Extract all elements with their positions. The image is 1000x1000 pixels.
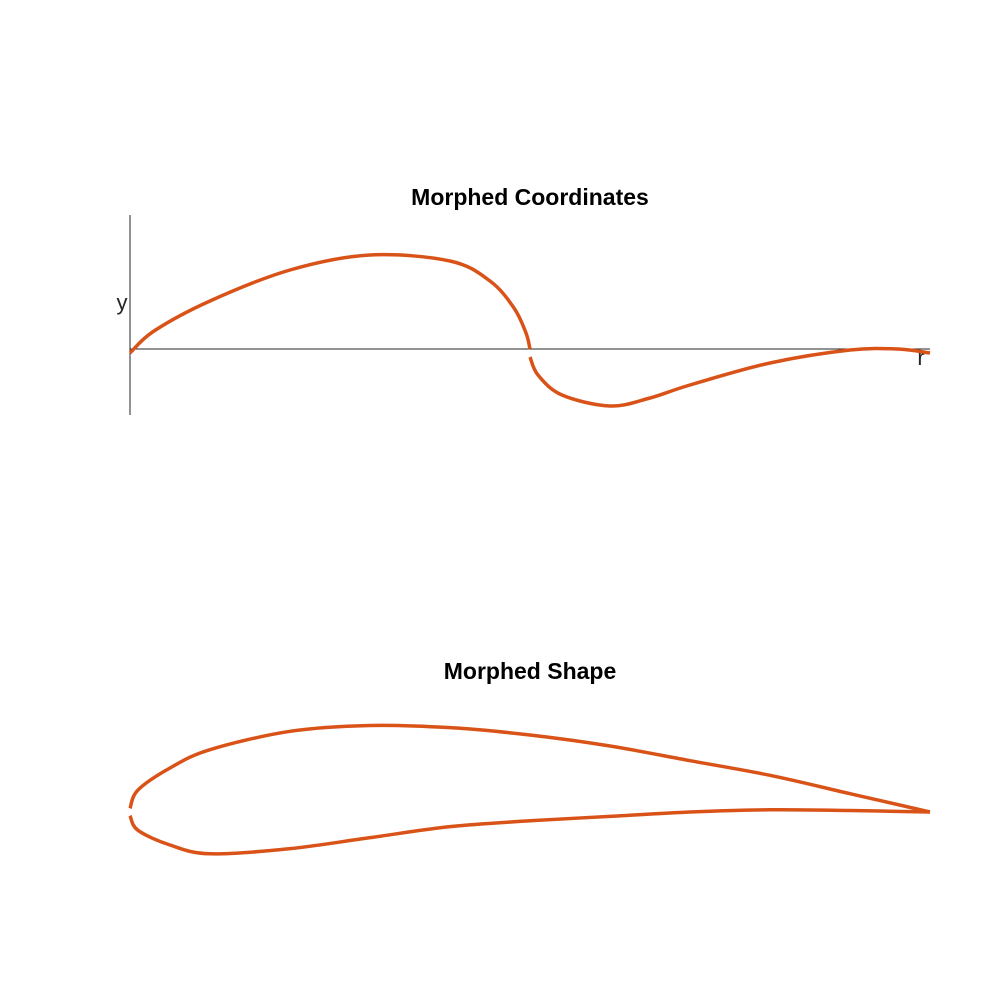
x-axis-label: r: [917, 345, 924, 370]
curve-segment-1: [128, 252, 532, 355]
series-group: [128, 252, 931, 408]
morphed-coordinates-chart: Morphed Coordinates y r: [117, 184, 931, 415]
morphed-shape-chart: Morphed Shape: [128, 658, 931, 856]
curve-segment-2: [128, 807, 931, 856]
curve-segment-2: [528, 346, 931, 408]
curve-segment-1: [128, 723, 931, 814]
y-axis-label: y: [117, 290, 128, 315]
chart-title: Morphed Coordinates: [411, 184, 649, 210]
series-group: [128, 723, 931, 856]
chart-title: Morphed Shape: [444, 658, 617, 684]
